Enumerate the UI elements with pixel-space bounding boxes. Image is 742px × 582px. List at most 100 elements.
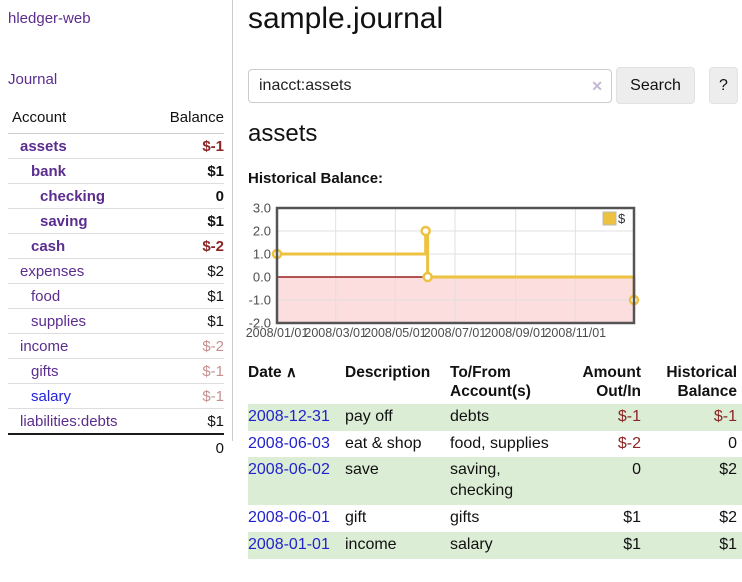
transaction-amount: $-2 [617, 434, 641, 452]
account-row-checking: checking 0 [8, 183, 224, 209]
account-row-cash: cash $-2 [8, 233, 224, 259]
account-balance: $-1 [202, 137, 224, 155]
account-balance: $2 [152, 258, 224, 284]
amount-column-header: Amount Out/In [582, 364, 641, 400]
transaction-date-link[interactable]: 2008-01-01 [248, 535, 330, 553]
account-balance: $1 [152, 283, 224, 309]
account-balance: 0 [152, 183, 224, 209]
transaction-accounts: salary [450, 535, 493, 553]
svg-text:0.0: 0.0 [253, 270, 271, 285]
account-row-supplies: supplies $1 [8, 308, 224, 334]
transaction-balance: $-1 [713, 407, 737, 425]
svg-text:$: $ [618, 211, 626, 226]
account-link-supplies[interactable]: supplies [31, 312, 87, 330]
search-input[interactable] [248, 69, 612, 103]
account-link-cash[interactable]: cash [31, 237, 66, 255]
transaction-accounts: food, supplies [450, 434, 549, 452]
register-row[interactable]: 2008-06-03 eat & shop food, supplies $-2… [248, 431, 742, 458]
transaction-date-link[interactable]: 2008-06-02 [248, 461, 330, 479]
transaction-accounts: saving, checking [450, 461, 514, 500]
account-heading: assets [248, 120, 318, 147]
account-row-liabilities-debts: liabilities:debts $1 [8, 408, 224, 434]
account-balance: $1 [152, 158, 224, 184]
account-row-assets: assets $-1 [8, 134, 224, 159]
transaction-balance: $2 [719, 461, 737, 479]
svg-text:3.0: 3.0 [253, 201, 271, 216]
register-table: Date ∧ Description To/From Account(s) Am… [248, 362, 742, 559]
svg-text:2008/07/01: 2008/07/01 [424, 326, 487, 340]
transaction-amount: $1 [623, 535, 641, 553]
account-balance: $1 [152, 408, 224, 434]
transaction-accounts: debts [450, 407, 490, 425]
account-link-gifts[interactable]: gifts [31, 362, 59, 380]
svg-text:2008/03/01: 2008/03/01 [304, 326, 367, 340]
account-row-income: income $-2 [8, 333, 224, 359]
account-tree-table: Account Balance assets $-1 bank $1 checkin… [8, 105, 224, 461]
transaction-amount: $1 [623, 509, 641, 526]
sort-ascending-icon: ∧ [285, 364, 297, 381]
account-column-header: Account [8, 105, 153, 134]
transaction-description: income [345, 535, 397, 553]
account-row-bank: bank $1 [8, 158, 224, 184]
account-row-gifts: gifts $-1 [8, 358, 224, 384]
account-row-saving: saving $1 [8, 208, 224, 234]
account-link-assets[interactable]: assets [20, 137, 67, 155]
svg-text:1.0: 1.0 [253, 247, 271, 262]
tofrom-column-header: To/From Account(s) [450, 364, 531, 400]
page-title: sample.journal [248, 2, 444, 35]
search-button[interactable]: Search [616, 67, 695, 104]
transaction-description: eat & shop [345, 434, 422, 452]
account-balance: $1 [152, 208, 224, 234]
svg-text:2008/11/01: 2008/11/01 [544, 326, 606, 340]
transaction-amount: 0 [632, 461, 641, 479]
account-row-salary: salary $-1 [8, 383, 224, 409]
account-link-bank[interactable]: bank [31, 162, 67, 180]
historical-balance-chart[interactable]: $ -2.0 -1.0 0.0 1.0 2.0 3.0 2008/01/012008/03/0… [240, 200, 642, 350]
account-link-salary[interactable]: salary [31, 387, 72, 405]
account-link-checking[interactable]: checking [40, 187, 106, 205]
transaction-balance: $2 [719, 509, 737, 526]
transaction-balance: $1 [719, 535, 737, 553]
account-link-food[interactable]: food [31, 287, 61, 305]
svg-text:2008/01/01: 2008/01/01 [246, 326, 309, 340]
description-column-header: Description [345, 364, 431, 381]
transaction-amount: $-1 [617, 407, 641, 425]
transaction-date-link[interactable]: 2008-06-03 [248, 434, 330, 452]
account-link-saving[interactable]: saving [40, 212, 88, 230]
svg-text:2008/05/01: 2008/05/01 [364, 326, 427, 340]
account-balance: $-2 [152, 333, 224, 359]
account-balance: $1 [152, 308, 224, 334]
register-row[interactable]: 2008-12-31 pay off debts $-1 $-1 [248, 403, 742, 431]
register-row[interactable]: 2008-06-01 gift gifts $1 $2 [248, 505, 742, 532]
balance-column-header: Historical Balance [666, 364, 737, 400]
register-row[interactable]: 2008-06-02 save saving, checking 0 $2 [248, 457, 742, 505]
balance-column-header: Balance [152, 105, 224, 134]
svg-text:-2.0: -2.0 [249, 316, 271, 331]
help-button[interactable]: ? [709, 67, 738, 104]
journal-link[interactable]: Journal [8, 71, 58, 88]
sidebar: hledger-web Journal Account Balance asse… [0, 0, 233, 461]
account-balance: $-1 [152, 358, 224, 384]
clear-search-icon[interactable]: ✕ [591, 78, 603, 94]
account-link-liabilities-debts[interactable]: liabilities:debts [20, 412, 118, 430]
date-column-header[interactable]: Date ∧ [248, 362, 345, 404]
transaction-accounts: gifts [450, 509, 480, 526]
app-title-link[interactable]: hledger-web [8, 10, 91, 27]
search-box: ✕ [248, 69, 612, 103]
transaction-date-link[interactable]: 2008-06-01 [248, 509, 330, 526]
svg-text:2.0: 2.0 [253, 224, 271, 239]
account-total-row: 0 [8, 433, 224, 461]
account-link-expenses[interactable]: expenses [20, 262, 85, 280]
accounts-total-balance: 0 [152, 433, 224, 461]
account-balance: $-1 [152, 383, 224, 409]
date-header-label: Date [248, 364, 282, 381]
transaction-date-link[interactable]: 2008-12-31 [248, 407, 330, 425]
chart-title: Historical Balance: [248, 170, 384, 187]
transaction-description: gift [345, 509, 367, 526]
transaction-description: save [345, 461, 379, 479]
svg-text:2008/09/01: 2008/09/01 [484, 326, 547, 340]
account-table-header-row: Account Balance [8, 105, 224, 134]
register-row[interactable]: 2008-01-01 income salary $1 $1 [248, 531, 742, 559]
account-link-income[interactable]: income [20, 337, 69, 355]
register-header-row: Date ∧ Description To/From Account(s) Am… [248, 362, 742, 404]
